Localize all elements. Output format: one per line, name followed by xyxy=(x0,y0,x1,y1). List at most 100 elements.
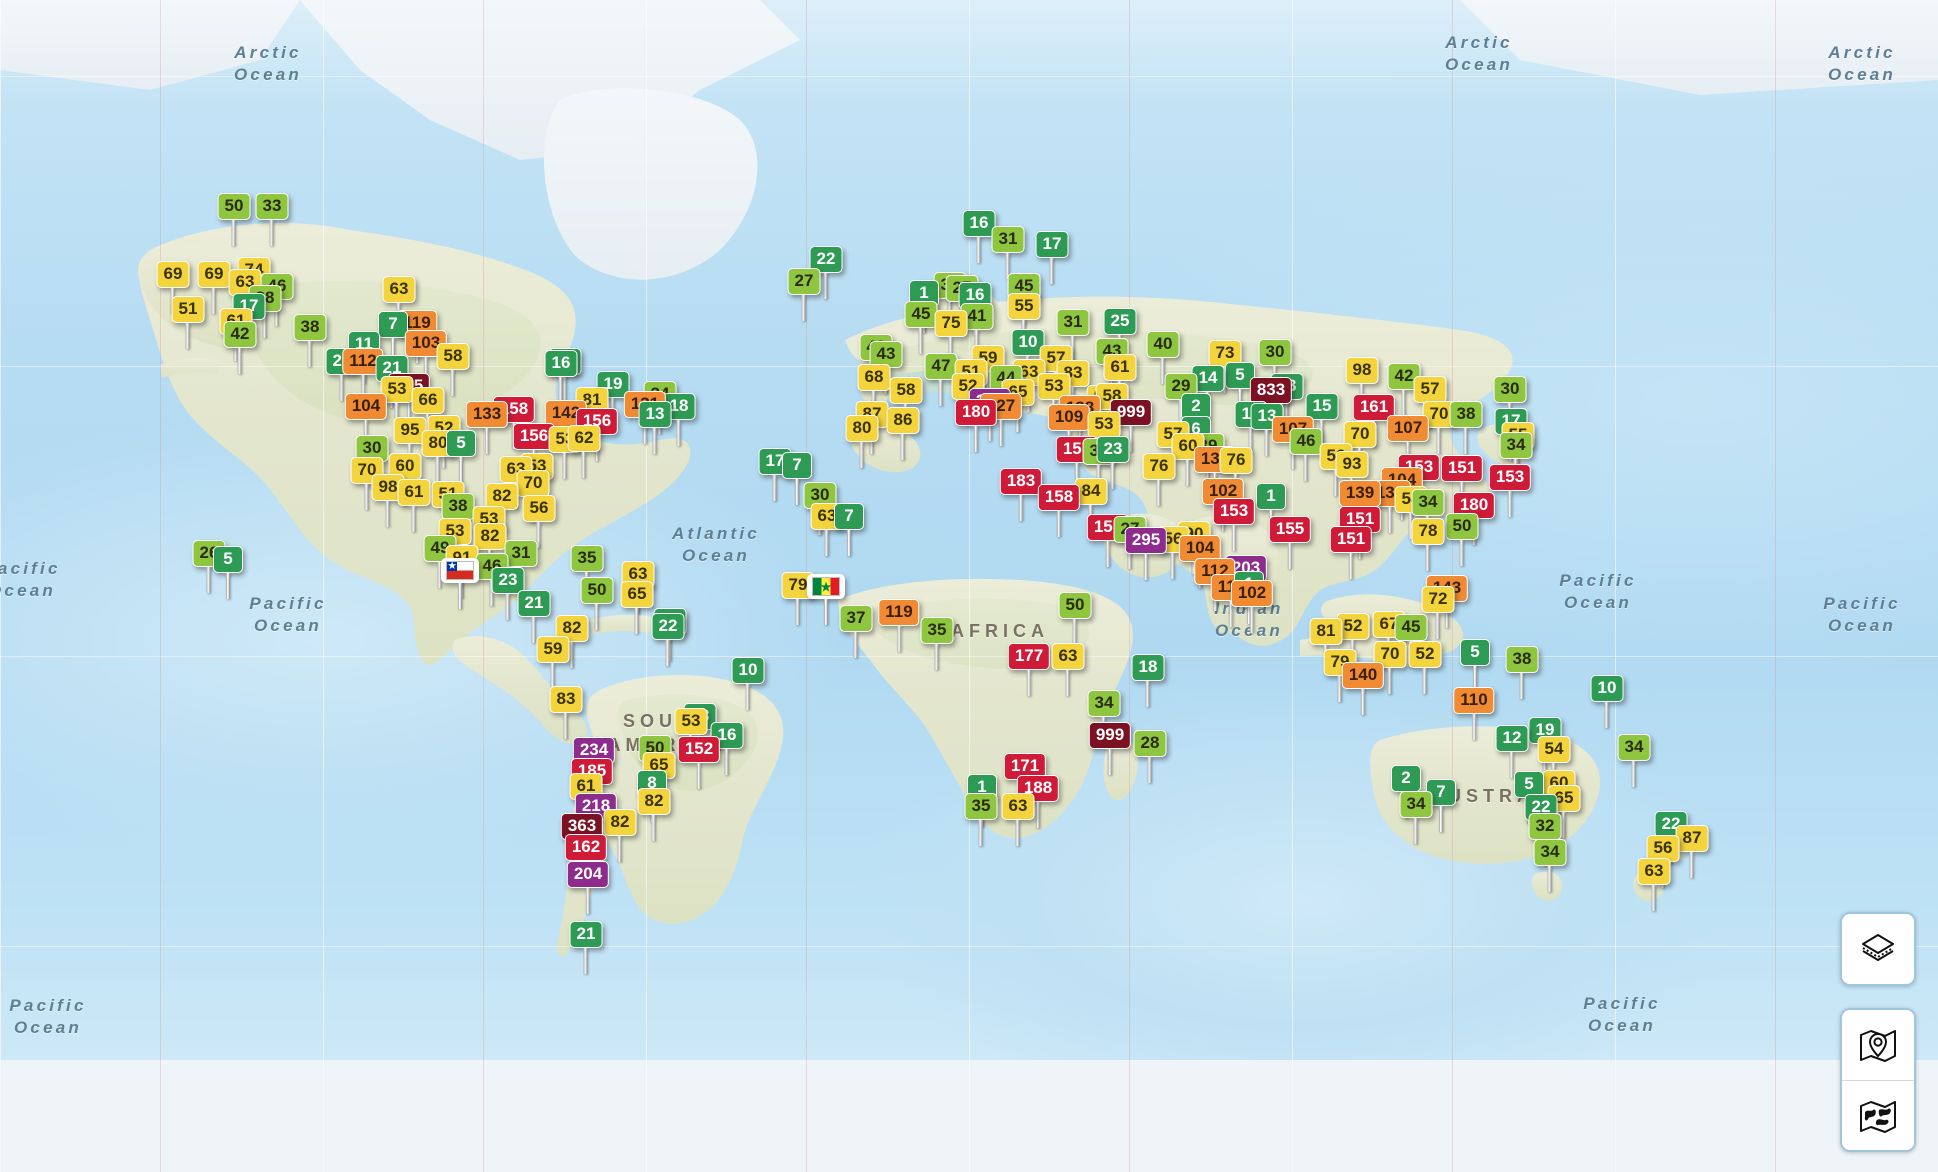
aqi-marker[interactable]: 70 xyxy=(516,470,550,523)
aqi-marker[interactable]: 45 xyxy=(1394,614,1428,667)
aqi-marker[interactable]: 57 xyxy=(1413,376,1447,429)
aqi-marker[interactable]: 86 xyxy=(886,407,920,460)
aqi-marker[interactable]: 107 xyxy=(1386,415,1430,468)
aqi-marker[interactable]: 68 xyxy=(857,364,891,417)
aqi-marker[interactable]: 139 xyxy=(1338,480,1382,533)
aqi-marker[interactable]: 69 xyxy=(156,261,190,314)
aqi-marker[interactable]: 31 xyxy=(504,540,538,593)
aqi-marker[interactable]: 110 xyxy=(1453,687,1495,740)
aqi-marker[interactable]: 31 xyxy=(991,226,1025,279)
aqi-marker[interactable]: 66 xyxy=(411,387,445,440)
aqi-marker[interactable]: 38 xyxy=(441,493,475,546)
aqi-marker[interactable]: 55 xyxy=(1007,293,1041,346)
aqi-marker[interactable]: 63 xyxy=(1637,858,1671,911)
aqi-marker[interactable]: 45 xyxy=(904,301,938,354)
aqi-marker[interactable]: 72 xyxy=(1421,586,1455,639)
aqi-marker[interactable]: 56 xyxy=(522,495,556,548)
aqi-marker[interactable]: 63 xyxy=(382,276,416,329)
aqi-marker[interactable]: 30 xyxy=(1493,376,1527,429)
aqi-marker[interactable]: 46 xyxy=(1289,428,1323,481)
aqi-marker[interactable]: 87 xyxy=(1675,825,1709,878)
aqi-marker[interactable]: 1 xyxy=(1256,483,1286,536)
aqi-marker[interactable]: 82 xyxy=(473,523,507,576)
aqi-marker[interactable]: 30 xyxy=(1258,339,1292,392)
aqi-marker[interactable]: 63 xyxy=(1051,643,1085,696)
map-controls[interactable] xyxy=(1840,912,1916,1152)
aqi-marker[interactable]: 21 xyxy=(517,590,551,643)
aqi-marker[interactable]: 183 xyxy=(999,468,1043,521)
aqi-marker[interactable]: 35 xyxy=(964,793,998,846)
aqi-marker[interactable]: 38 xyxy=(1449,401,1483,454)
aqi-marker[interactable]: 28 xyxy=(1133,730,1167,783)
aqi-marker[interactable]: 35 xyxy=(920,617,954,670)
aqi-marker[interactable]: 204 xyxy=(566,861,610,914)
aqi-marker[interactable]: 7 xyxy=(782,452,812,505)
aqi-marker[interactable]: 140 xyxy=(1341,662,1385,715)
aqi-marker[interactable]: 152 xyxy=(677,736,721,789)
aqi-marker[interactable]: 5 xyxy=(446,430,476,483)
aqi-marker[interactable]: 82 xyxy=(603,809,637,862)
chile-flag-marker[interactable] xyxy=(441,558,479,609)
aqi-marker[interactable]: 58 xyxy=(889,377,923,430)
senegal-flag-marker[interactable] xyxy=(807,574,845,625)
aqi-marker[interactable]: 50 xyxy=(1445,513,1479,566)
aqi-marker[interactable]: 35 xyxy=(570,545,604,598)
aqi-marker[interactable]: 151 xyxy=(1329,526,1373,579)
aqi-marker[interactable]: 40 xyxy=(1146,331,1180,384)
aqi-marker[interactable]: 34 xyxy=(1411,489,1445,542)
aqi-marker[interactable]: 83 xyxy=(549,686,583,739)
aqi-marker[interactable]: 38 xyxy=(293,314,327,367)
layers-button[interactable] xyxy=(1842,914,1914,984)
aqi-marker[interactable]: 5 xyxy=(213,546,243,599)
aqi-marker[interactable]: 158 xyxy=(1037,484,1081,537)
aqi-marker[interactable]: 37 xyxy=(839,605,873,658)
aqi-marker[interactable]: 51 xyxy=(171,296,205,349)
aqi-marker[interactable]: 98 xyxy=(1345,357,1379,410)
aqi-marker[interactable]: 7 xyxy=(378,311,408,364)
layers-control-group[interactable] xyxy=(1840,912,1916,986)
aqi-marker[interactable]: 5 xyxy=(1460,639,1490,692)
aqi-marker[interactable]: 151 xyxy=(1440,455,1484,508)
aqi-marker[interactable]: 59 xyxy=(536,636,570,689)
aqi-marker[interactable]: 102 xyxy=(1230,580,1274,633)
aqi-marker[interactable]: 2 xyxy=(1391,765,1421,818)
aqi-marker[interactable]: 62 xyxy=(567,425,601,478)
aqi-marker[interactable]: 12 xyxy=(1495,725,1529,778)
aqi-marker[interactable]: 295 xyxy=(1124,527,1168,580)
aqi-marker[interactable]: 31 xyxy=(1056,309,1090,362)
aqi-marker[interactable]: 50 xyxy=(217,193,251,246)
aqi-marker[interactable]: 18 xyxy=(1131,654,1165,707)
aqi-marker[interactable]: 53 xyxy=(1087,411,1121,464)
aqi-marker[interactable]: 80 xyxy=(845,415,879,468)
aqi-marker[interactable]: 61 xyxy=(1103,354,1137,407)
aqi-marker[interactable]: 155 xyxy=(1268,516,1312,569)
aqi-marker[interactable]: 833 xyxy=(1249,377,1293,430)
aqi-marker[interactable]: 78 xyxy=(1411,518,1445,571)
aqi-marker[interactable]: 52 xyxy=(1408,641,1442,694)
aqi-marker[interactable]: 10 xyxy=(1590,675,1624,728)
aqi-marker[interactable]: 34 xyxy=(1499,432,1533,485)
aqi-marker[interactable]: 76 xyxy=(1219,447,1253,500)
aqi-marker[interactable]: 34 xyxy=(1399,791,1433,844)
aqi-marker[interactable]: 119 xyxy=(878,599,920,652)
aqi-marker[interactable]: 16 xyxy=(962,210,996,263)
aqi-marker[interactable]: 13 xyxy=(638,401,672,454)
aqi-marker[interactable]: 50 xyxy=(580,577,614,630)
aqi-marker[interactable]: 21 xyxy=(569,921,603,974)
aqi-marker[interactable]: 25 xyxy=(1103,308,1137,361)
aqi-marker[interactable]: 10 xyxy=(731,657,765,710)
aqi-marker[interactable]: 50 xyxy=(1058,592,1092,645)
aqi-marker[interactable]: 61 xyxy=(397,479,431,532)
aqi-marker[interactable]: 16 xyxy=(544,350,578,403)
aqi-marker[interactable]: 42 xyxy=(223,321,257,374)
aqi-marker[interactable]: 180 xyxy=(954,399,998,452)
aqi-marker[interactable]: 75 xyxy=(934,310,968,363)
aqi-marker[interactable]: 133 xyxy=(465,401,509,454)
aqi-marker[interactable]: 22 xyxy=(651,613,685,666)
aqi-marker[interactable]: 34 xyxy=(1087,690,1121,743)
aqi-marker[interactable]: 93 xyxy=(1335,451,1369,504)
aqi-marker[interactable]: 177 xyxy=(1007,643,1051,696)
aqi-marker[interactable]: 7 xyxy=(834,503,864,556)
aqi-marker[interactable]: 27 xyxy=(787,268,821,321)
